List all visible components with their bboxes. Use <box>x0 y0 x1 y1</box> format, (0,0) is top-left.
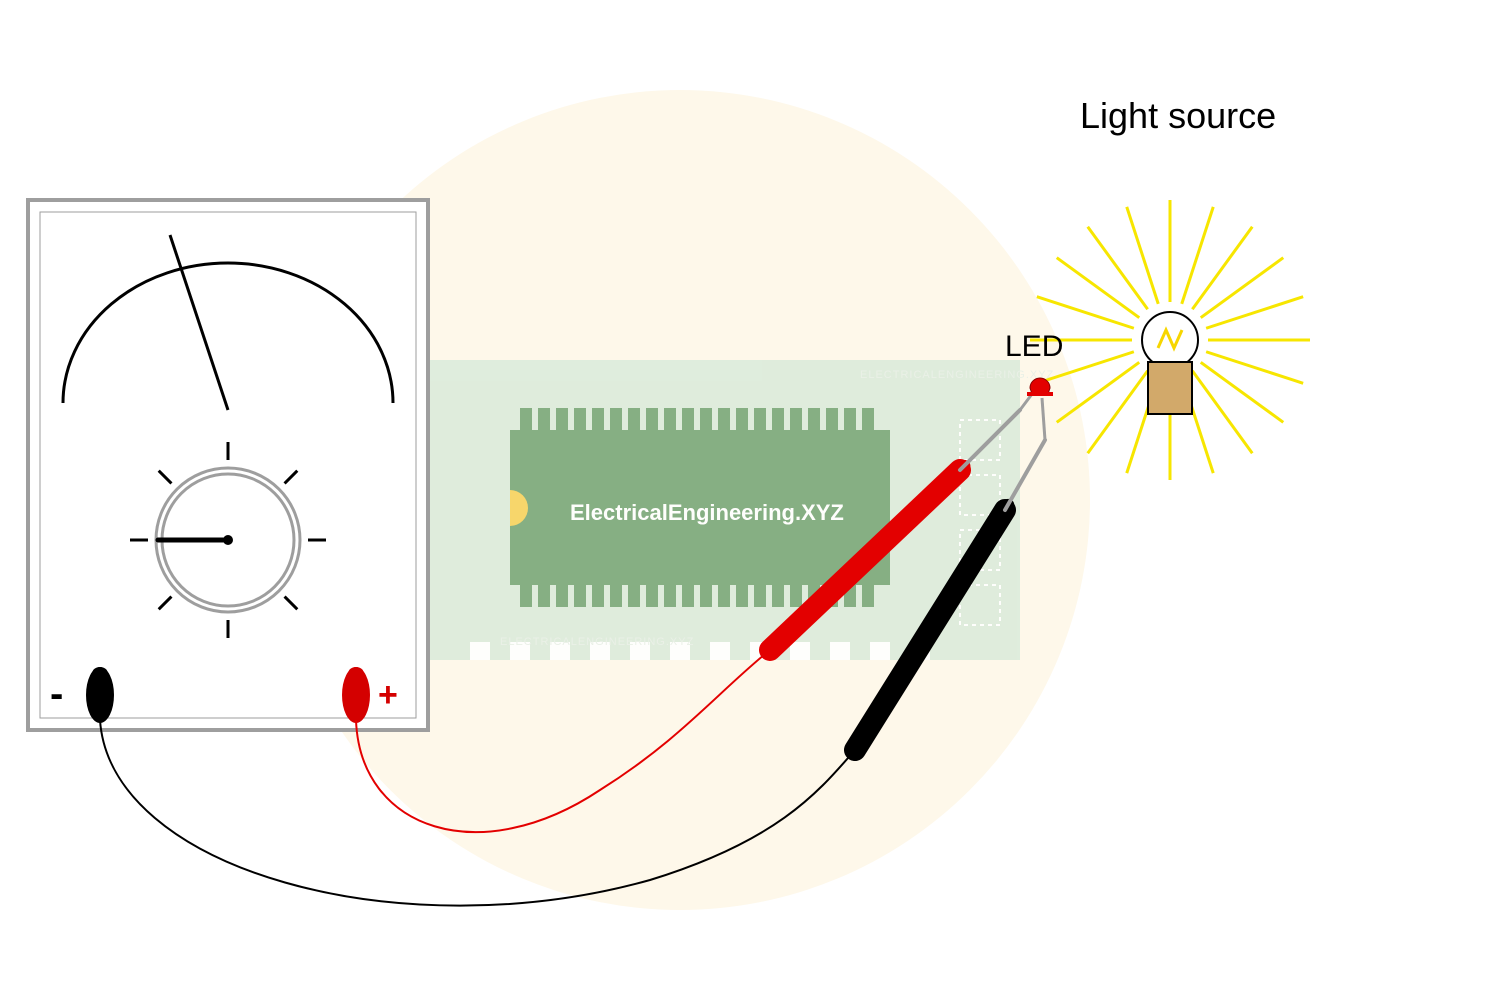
svg-text:ELECTRICALENGINEERING.XYZ: ELECTRICALENGINEERING.XYZ <box>500 636 694 648</box>
led-label: LED <box>1005 330 1063 364</box>
minus-label: - <box>50 672 63 717</box>
light-source-label: Light source <box>1080 95 1276 137</box>
plus-label: + <box>378 676 398 715</box>
watermark-pcb: ElectricalEngineering.XYZ ELECTRICALENGIN… <box>430 360 1054 660</box>
svg-text:ElectricalEngineering.XYZ: ElectricalEngineering.XYZ <box>570 500 844 525</box>
svg-text:ELECTRICALENGINEERING.XYZ: ELECTRICALENGINEERING.XYZ <box>860 369 1054 381</box>
multimeter <box>28 200 428 730</box>
